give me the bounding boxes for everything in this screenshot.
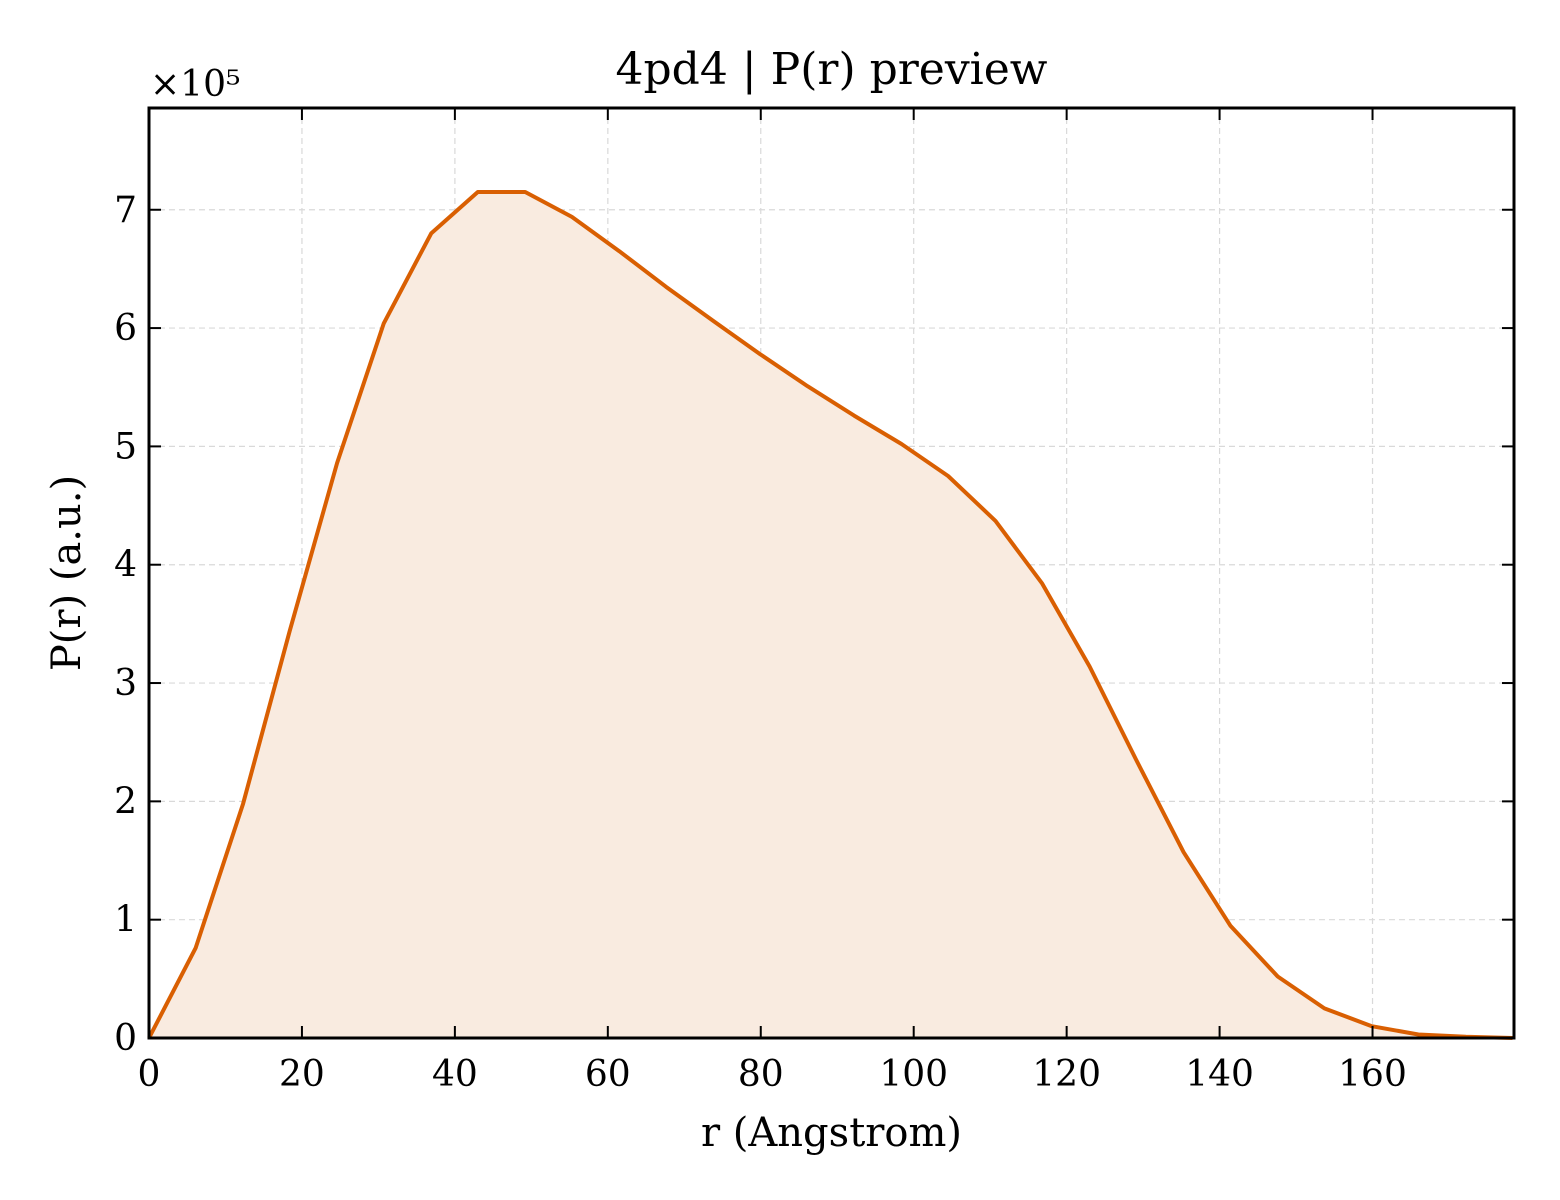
y-tick-label: 2 [114,781,137,822]
plot-frame [147,106,1516,1040]
x-tick-label: 140 [1185,1054,1254,1095]
y-tick-label: 6 [114,308,137,349]
y-tick-label: 4 [114,545,137,586]
x-axis-label: r (Angstrom) [701,1110,962,1156]
y-tick-label: 0 [114,1018,137,1059]
x-tick-label: 100 [879,1054,948,1095]
x-tick-label: 160 [1338,1054,1407,1095]
y-tick-label: 1 [114,900,137,941]
series-line [147,190,1513,1040]
x-tick-label: 80 [738,1054,784,1095]
y-tick-label: 3 [114,663,137,704]
x-tick-label: 120 [1032,1054,1101,1095]
ticks: 0 20 40 60 80 100 120 140 160 0 1 2 3 4 5 6 7 [114,108,1514,1095]
y-axis-label: P(r) (a.u.) [44,475,90,671]
y-tick-label: 7 [114,190,137,231]
area-fill [149,192,1513,1038]
x-tick-label: 0 [138,1054,161,1095]
y-tick-label: 5 [114,426,137,467]
y-axis-multiplier: ×10⁵ [150,64,240,105]
chart-title: 4pd4 | P(r) preview [616,44,1048,95]
x-tick-label: 20 [279,1054,325,1095]
x-tick-label: 40 [432,1054,478,1095]
x-tick-label: 60 [585,1054,631,1095]
